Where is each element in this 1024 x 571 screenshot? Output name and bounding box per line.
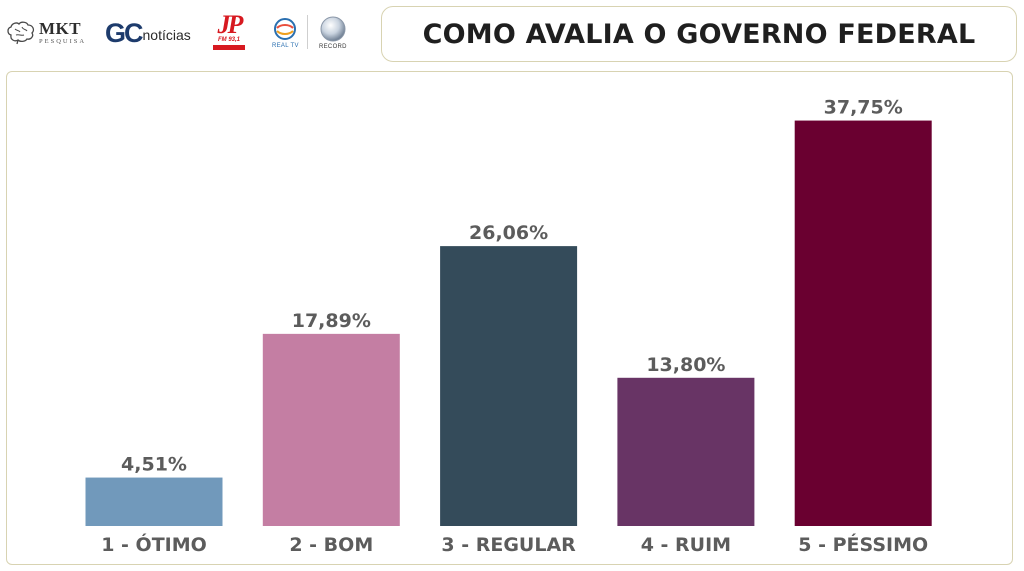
gc-logo-word: notícias <box>142 27 191 43</box>
record-icon <box>320 16 346 42</box>
category-label-5-pessimo: 5 - PÉSSIMO <box>798 533 928 556</box>
record-logo-text: RECORD <box>319 44 347 50</box>
real-tv-icon <box>274 18 297 40</box>
bar-4-ruim <box>617 377 755 526</box>
chart-panel: 4,51% 1 - ÓTIMO 17,89% 2 - BOM 26,06% 3 - REG… <box>6 71 1013 565</box>
category-label-1-otimo: 1 - ÓTIMO <box>101 532 207 556</box>
bar-5-pessimo <box>794 120 932 526</box>
category-label-3-regular: 3 - REGULAR <box>441 534 576 556</box>
jovem-pan-fm-logo: JP FM 93,1 <box>212 10 246 52</box>
bar-1-otimo <box>85 477 223 526</box>
mkt-pesquisa-logo: MKT PESQUISA <box>6 12 86 54</box>
value-label-2-bom: 17,89% <box>292 310 371 332</box>
chart-title: COMO AVALIA O GOVERNO FEDERAL <box>422 18 976 50</box>
title-box: COMO AVALIA O GOVERNO FEDERAL <box>381 6 1017 62</box>
jp-logo-fm: FM 93,1 <box>217 37 240 43</box>
category-label-2-bom: 2 - BOM <box>289 534 373 556</box>
gc-noticias-logo: GC notícias <box>105 12 191 54</box>
mkt-logo-text: MKT <box>39 19 82 39</box>
category-label-4-ruim: 4 - RUIM <box>641 534 731 556</box>
logo-divider <box>307 15 308 49</box>
real-tv-logo: REAL TV <box>272 12 299 54</box>
mkt-logo-subtext: PESQUISA <box>39 38 87 46</box>
value-label-1-otimo: 4,51% <box>121 454 187 476</box>
bar-3-regular <box>440 246 578 526</box>
jp-logo-mark: JP <box>217 10 244 39</box>
bar-chart: 4,51% 1 - ÓTIMO 17,89% 2 - BOM 26,06% 3 - REG… <box>85 97 932 556</box>
value-label-4-ruim: 13,80% <box>646 354 725 376</box>
value-label-3-regular: 26,06% <box>469 222 548 244</box>
jp-logo-bar <box>213 45 245 50</box>
gc-logo-mark: GC <box>105 17 143 48</box>
record-logo: RECORD <box>319 12 347 54</box>
bar-2-bom <box>262 333 400 526</box>
brain-icon <box>7 21 35 45</box>
value-label-5-pessimo: 37,75% <box>824 97 903 119</box>
sponsor-logos: MKT PESQUISA GC notícias JP FM 93,1 REAL… <box>0 0 360 66</box>
real-tv-logo-text: REAL TV <box>272 43 299 49</box>
